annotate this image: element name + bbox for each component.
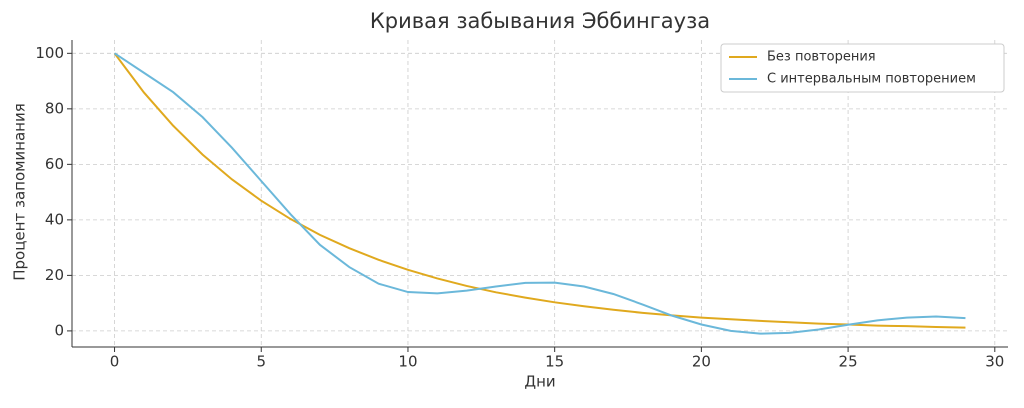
y-axis-label: Процент запоминания [11, 103, 29, 281]
y-tick-label: 80 [45, 99, 64, 117]
legend-label: Без повторения [767, 50, 876, 65]
chart-title: Кривая забывания Эббингауза [370, 9, 710, 33]
x-tick-label: 30 [985, 353, 1004, 371]
x-tick-label: 20 [692, 353, 711, 371]
x-tick-label: 0 [110, 353, 120, 371]
line-series [113, 52, 966, 329]
x-tick-label: 25 [839, 353, 858, 371]
x-axis-label: Дни [524, 373, 555, 391]
y-tick-label: 40 [45, 210, 64, 228]
y-tick-label: 0 [54, 321, 64, 339]
x-tick-label: 15 [545, 353, 564, 371]
x-tick-label: 10 [398, 353, 417, 371]
y-tick-label: 20 [45, 266, 64, 284]
y-tick-label: 60 [45, 155, 64, 173]
line-series [113, 52, 966, 335]
y-tick-label: 100 [35, 44, 64, 62]
legend-box [720, 43, 1005, 93]
legend-label: С интервальным повторением [767, 72, 976, 87]
x-tick-label: 5 [256, 353, 266, 371]
